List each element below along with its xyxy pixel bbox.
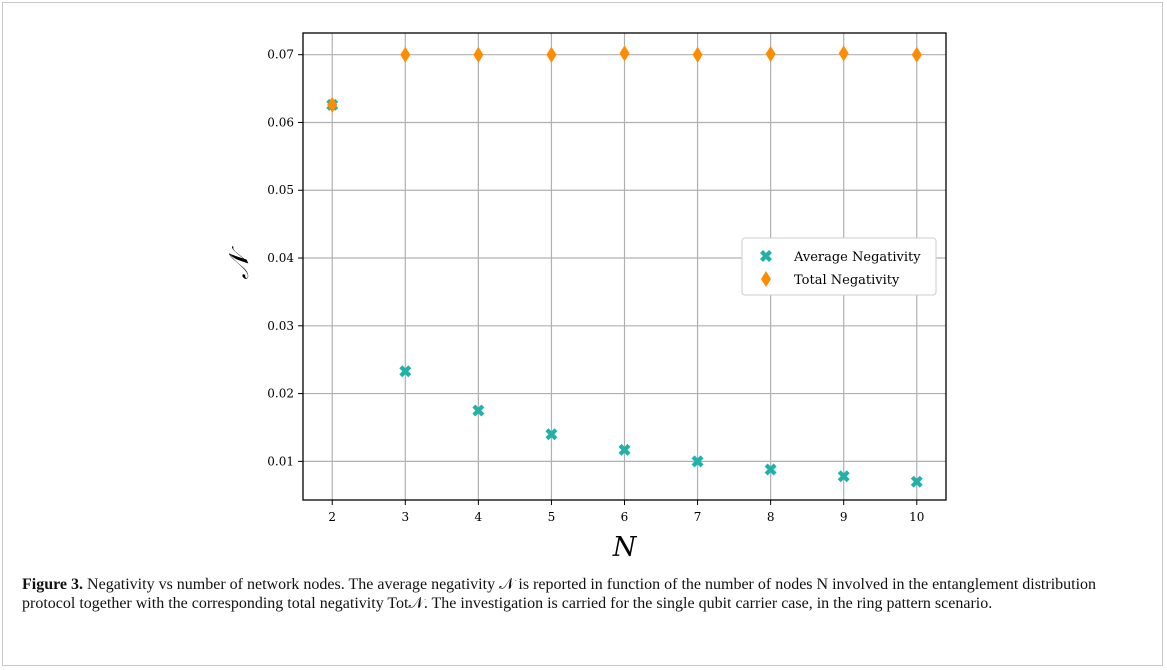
average-negativity-point (472, 404, 485, 417)
total-negativity-point (619, 45, 630, 62)
average-negativity-point (545, 428, 558, 441)
legend-diamond-marker (761, 271, 771, 287)
x-tick-label: 5 (548, 510, 556, 524)
caption-text: Negativity vs number of network nodes. T… (22, 576, 1097, 612)
average-negativity-point (910, 475, 923, 488)
figure-caption: Figure 3. Negativity vs number of networ… (22, 575, 1147, 613)
caption-label: Figure 3. (22, 576, 84, 593)
x-tick-label: 10 (909, 510, 924, 524)
y-tick-label: 0.02 (267, 387, 294, 401)
legend-label-average: Average Negativity (793, 250, 921, 265)
average-negativity-point (691, 455, 704, 468)
x-tick-label: 3 (401, 510, 409, 524)
total-negativity-point (473, 46, 484, 63)
total-negativity-point (765, 46, 776, 63)
y-tick-label: 0.04 (267, 251, 294, 265)
x-tick-label: 7 (694, 510, 702, 524)
legend-marker-total (761, 271, 771, 287)
average-negativity-point (399, 365, 412, 378)
legend-x-marker (760, 250, 772, 262)
y-tick-label: 0.03 (267, 319, 294, 333)
data-markers (326, 45, 923, 488)
average-negativity-point (837, 470, 850, 483)
x-axis-label: N (612, 532, 638, 563)
x-tick-label: 2 (328, 510, 336, 524)
total-negativity-point (692, 46, 703, 63)
scatter-chart: 2 3 4 5 6 7 8 9 10 0.01 0.02 0.03 0.04 0.05 0.06 0.07 N… (224, 32, 947, 563)
y-axis-label: 𝒩 (224, 245, 255, 279)
x-tick-label: 8 (767, 510, 775, 524)
total-negativity-point (911, 46, 922, 63)
axis-ticks: 2 3 4 5 6 7 8 9 10 0.01 0.02 0.03 0.04 0.05 0.06 0.07 (267, 48, 924, 524)
x-tick-label: 4 (475, 510, 483, 524)
plot-area (302, 32, 947, 501)
legend-label-total: Total Negativity (794, 273, 900, 288)
y-tick-label: 0.01 (267, 454, 294, 468)
y-tick-label: 0.05 (267, 183, 294, 197)
y-tick-label: 0.07 (267, 48, 294, 62)
total-negativity-point (546, 46, 557, 63)
total-negativity-point (838, 45, 849, 62)
legend-box (741, 237, 937, 296)
average-negativity-point (618, 443, 631, 456)
total-negativity-point (400, 46, 411, 63)
average-negativity-point (764, 463, 777, 476)
y-tick-label: 0.06 (267, 115, 294, 129)
total-negativity-point (327, 96, 338, 113)
legend: Average Negativity Total Negativity (741, 237, 937, 296)
x-tick-label: 6 (621, 510, 629, 524)
x-tick-label: 9 (840, 510, 848, 524)
legend-marker-average (760, 250, 772, 262)
